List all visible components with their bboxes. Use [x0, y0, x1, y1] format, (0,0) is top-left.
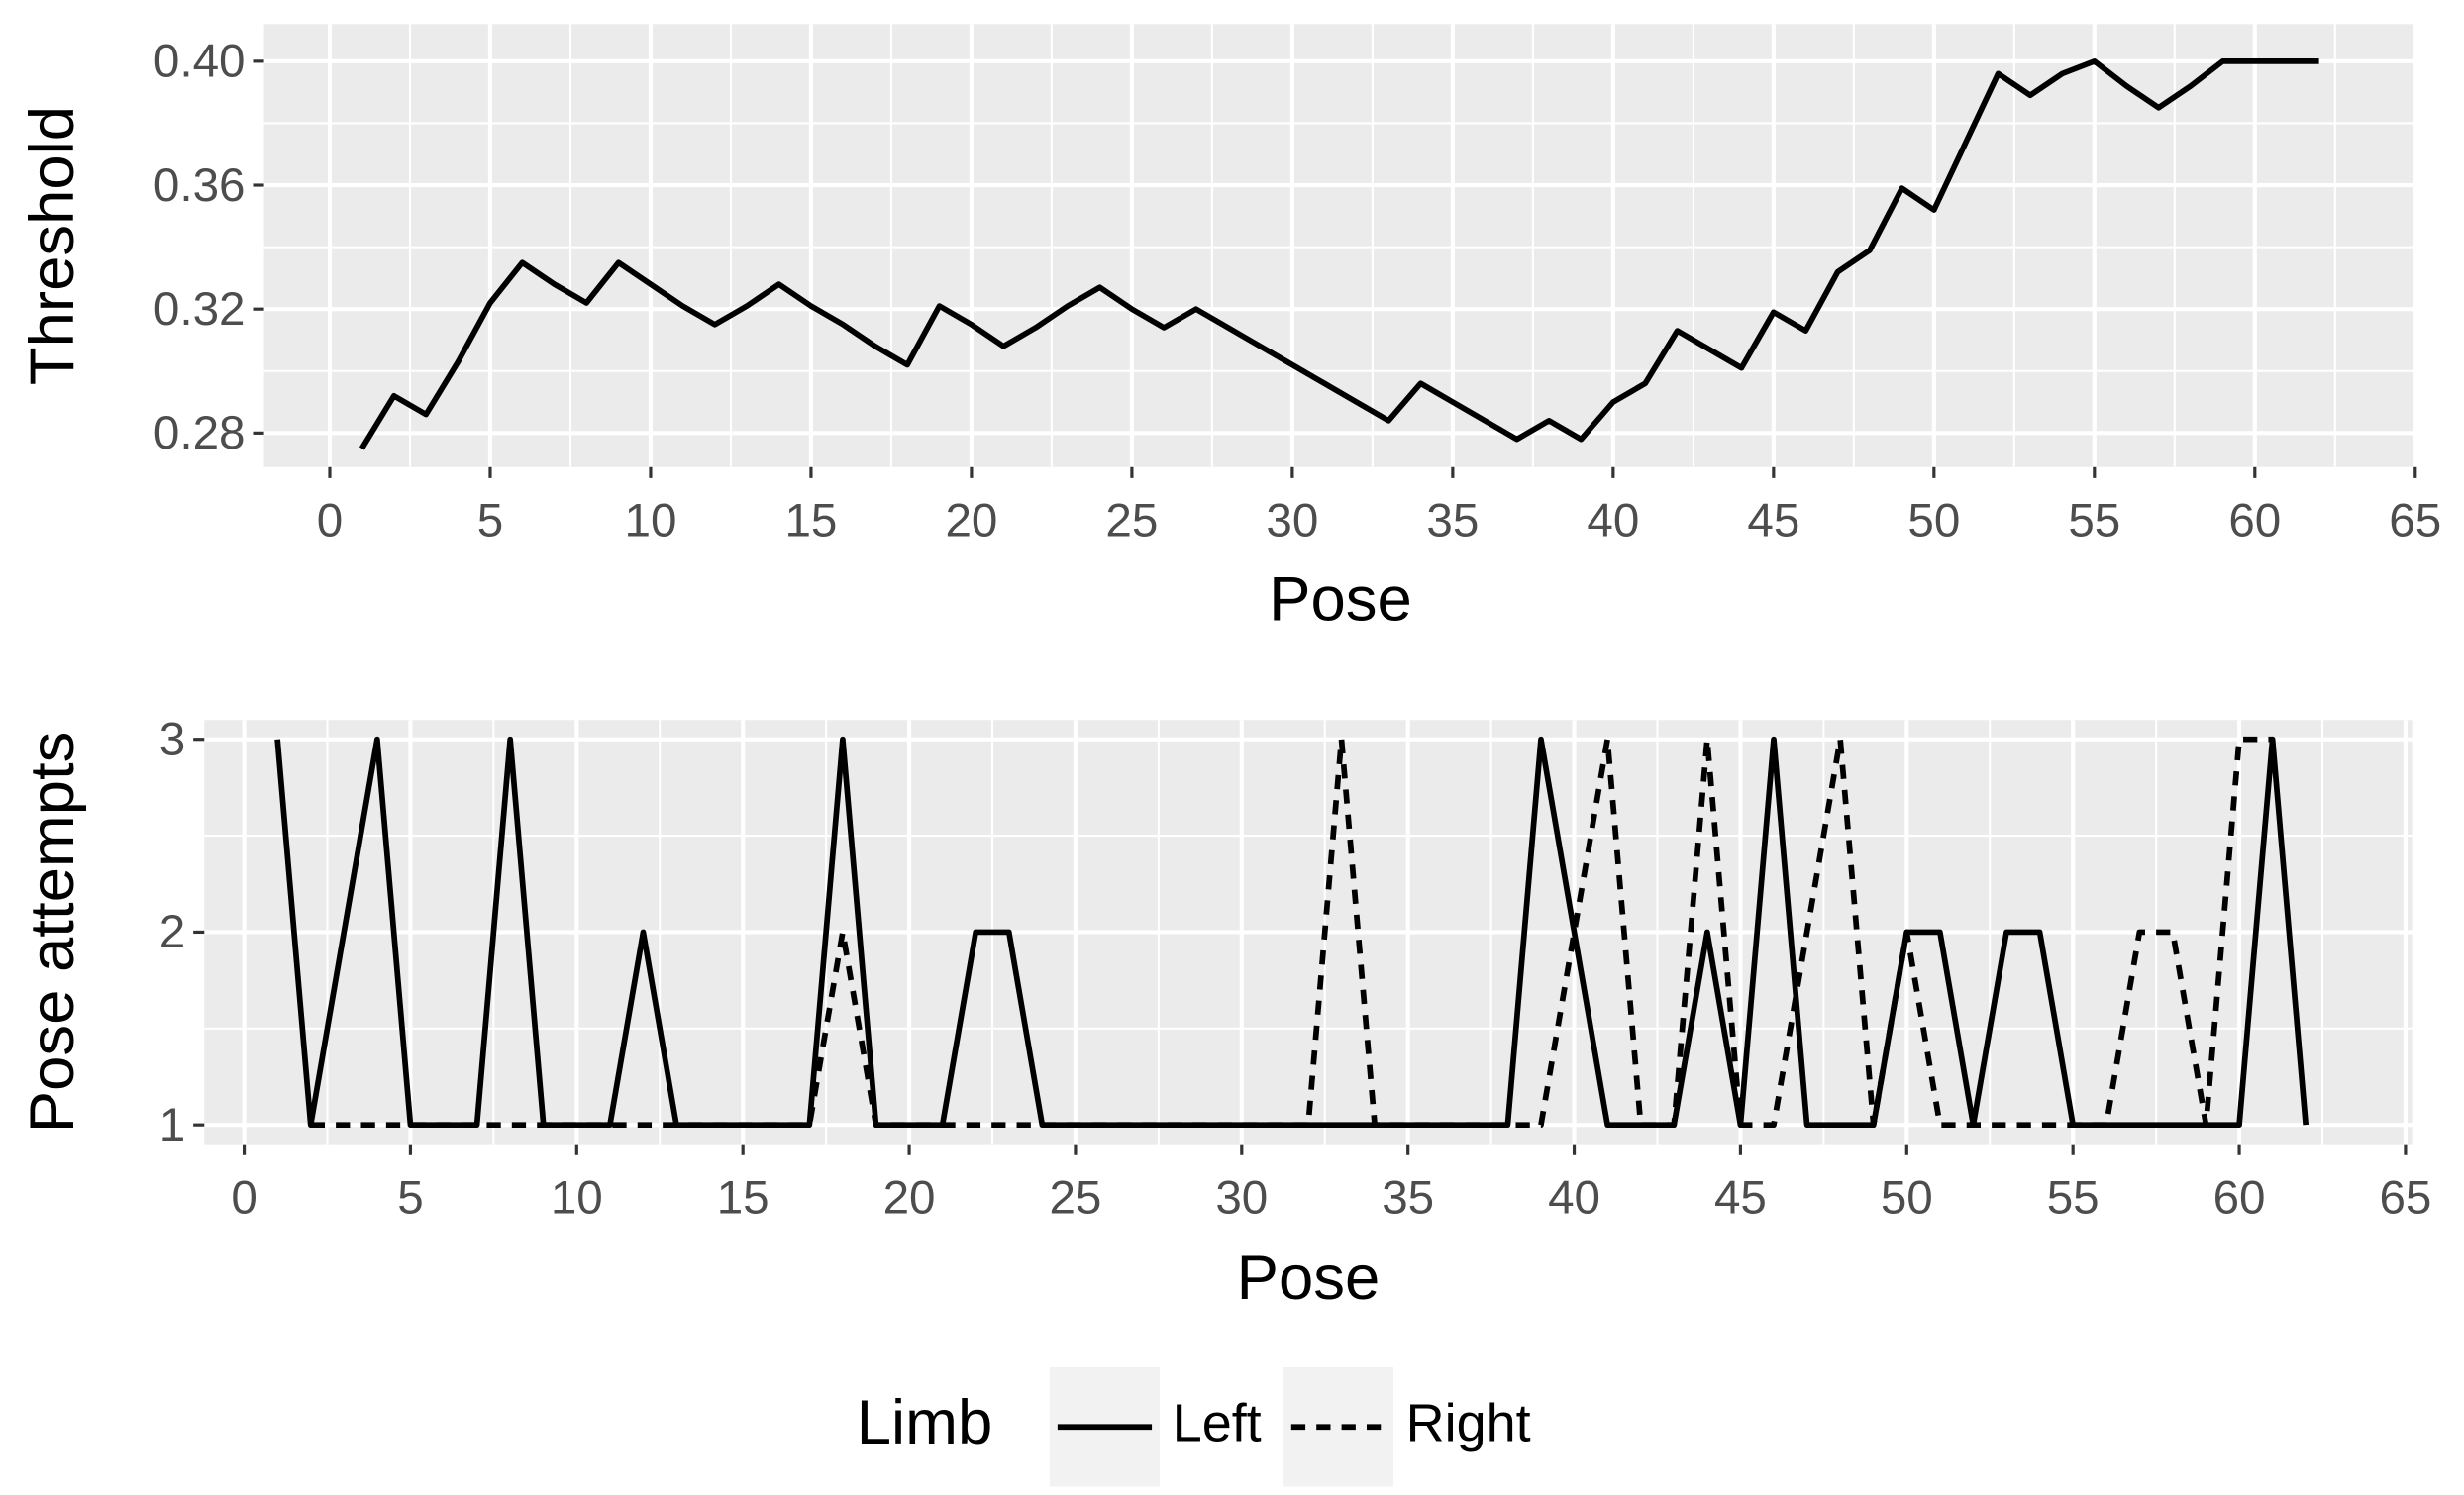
x-axis-title: Pose [1269, 565, 1412, 635]
x-tick-label: 30 [1215, 1171, 1268, 1224]
x-tick-label: 10 [624, 494, 676, 547]
x-tick-label: 55 [2068, 494, 2120, 547]
y-axis-title: Pose attempts [18, 732, 87, 1134]
x-tick-label: 45 [1714, 1171, 1767, 1224]
x-tick-label: 60 [2213, 1171, 2266, 1224]
x-tick-label: 25 [1049, 1171, 1101, 1224]
legend-label: Right [1406, 1394, 1531, 1453]
x-tick-label: 10 [551, 1171, 603, 1224]
x-tick-label: 60 [2228, 494, 2281, 547]
x-tick-label: 0 [231, 1171, 257, 1224]
x-tick-label: 15 [717, 1171, 770, 1224]
y-tick-label: 0.36 [154, 159, 246, 212]
x-tick-label: 45 [1747, 494, 1799, 547]
x-tick-label: 35 [1426, 494, 1479, 547]
data-line [359, 58, 2319, 450]
x-tick-label: 15 [784, 494, 837, 547]
x-tick-label: 55 [2047, 1171, 2100, 1224]
y-tick-label: 0.40 [154, 36, 246, 88]
legend-label: Left [1173, 1394, 1262, 1453]
x-tick-label: 5 [477, 494, 503, 547]
y-tick-label: 3 [159, 713, 185, 765]
x-tick-label: 20 [883, 1171, 936, 1224]
x-tick-label: 50 [1907, 494, 1960, 547]
y-tick-label: 0.28 [154, 407, 246, 459]
x-axis-title: Pose [1237, 1244, 1381, 1313]
x-tick-label: 35 [1382, 1171, 1434, 1224]
x-tick-label: 0 [317, 494, 343, 547]
x-tick-label: 25 [1105, 494, 1158, 547]
data-line [310, 736, 2273, 1129]
x-tick-label: 20 [945, 494, 997, 547]
x-tick-label: 65 [2389, 494, 2441, 547]
x-tick-label: 40 [1548, 1171, 1600, 1224]
legend-title: Limb [857, 1388, 993, 1457]
x-tick-label: 50 [1881, 1171, 1933, 1224]
y-tick-label: 2 [159, 906, 185, 958]
y-axis-title: Threshold [18, 106, 87, 385]
y-tick-label: 0.32 [154, 283, 246, 336]
x-tick-label: 30 [1266, 494, 1318, 547]
y-tick-label: 1 [159, 1099, 185, 1151]
x-tick-label: 40 [1587, 494, 1639, 547]
x-tick-label: 65 [2379, 1171, 2431, 1224]
x-tick-label: 5 [397, 1171, 423, 1224]
data-line [274, 736, 2310, 1129]
